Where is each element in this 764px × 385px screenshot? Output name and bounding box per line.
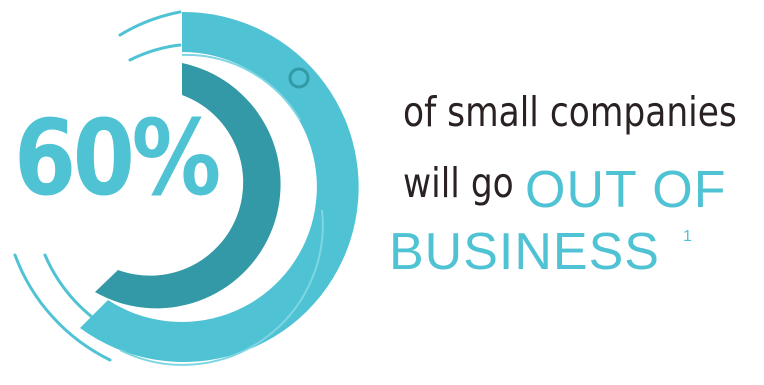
- progress-ring-inner: [95, 63, 281, 309]
- ring-thin-line-1: [181, 53, 301, 121]
- outer-arc-top-inner: [128, 43, 182, 62]
- headline-accent-business: BUSINESS: [389, 223, 660, 281]
- footnote-marker: 1: [683, 228, 692, 245]
- progress-ring-main: [80, 11, 359, 362]
- headline-line-1: of small companies: [403, 88, 737, 136]
- ring-thin-line-2: [119, 209, 324, 366]
- headline-line-2-lead: will go: [403, 159, 514, 207]
- outer-arc-left: [13, 253, 112, 362]
- headline-accent-out-of: OUT OF: [525, 161, 727, 219]
- ring-node-circle: [288, 67, 310, 89]
- outer-arc-top: [118, 10, 182, 37]
- stat-percentage: 60%: [14, 97, 221, 219]
